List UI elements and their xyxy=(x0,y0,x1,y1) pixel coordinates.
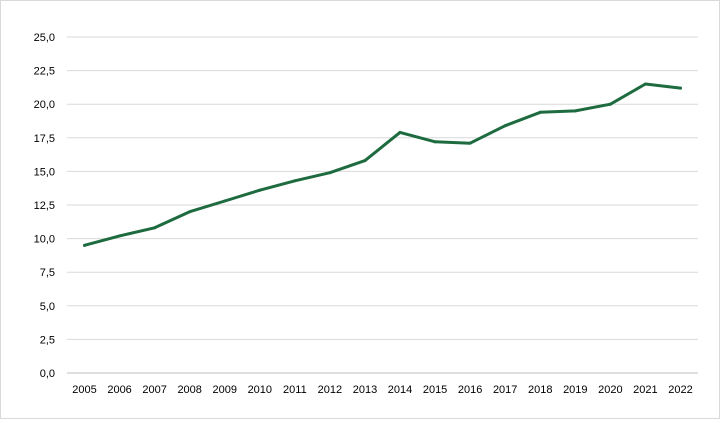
data-point xyxy=(643,82,647,86)
data-point xyxy=(398,130,402,134)
x-tick-label: 2010 xyxy=(248,384,272,396)
x-tick-label: 2009 xyxy=(213,384,237,396)
x-tick-label: 2018 xyxy=(528,384,552,396)
y-tick-label: 0,0 xyxy=(40,368,55,380)
data-point xyxy=(328,171,332,175)
y-tick-label: 15,0 xyxy=(34,166,55,178)
gridlines xyxy=(67,36,698,374)
x-axis-tick-labels: 2005 2006 2007 2008 2009 2010 2011 2012 2013 2014… xyxy=(72,384,692,396)
x-tick-label: 2019 xyxy=(563,384,587,396)
x-tick-label: 2013 xyxy=(353,384,377,396)
x-tick-label: 2006 xyxy=(107,384,131,396)
data-point xyxy=(293,179,297,183)
x-tick-label: 2007 xyxy=(142,384,166,396)
x-tick-label: 2022 xyxy=(668,384,692,396)
series-line xyxy=(83,82,682,247)
x-tick-label: 2017 xyxy=(493,384,517,396)
data-point xyxy=(118,234,122,238)
data-point xyxy=(153,226,157,230)
y-tick-label: 25,0 xyxy=(34,32,55,44)
x-tick-label: 2016 xyxy=(458,384,482,396)
data-point xyxy=(223,199,227,203)
x-tick-label: 2020 xyxy=(598,384,622,396)
x-tick-label: 2011 xyxy=(283,384,307,396)
y-tick-label: 20,0 xyxy=(34,99,55,111)
series-group xyxy=(83,82,682,247)
data-point xyxy=(468,141,472,145)
data-point xyxy=(538,110,542,114)
x-tick-label: 2005 xyxy=(72,384,96,396)
y-tick-label: 7,5 xyxy=(40,267,55,279)
y-axis-tick-labels: 0,0 2,5 5,0 7,5 10,0 12,5 15,0 17,5 20,0 22,5 25,0 xyxy=(34,32,55,380)
x-tick-label: 2012 xyxy=(318,384,342,396)
x-tick-label: 2021 xyxy=(633,384,657,396)
data-point xyxy=(608,102,612,106)
data-point xyxy=(573,109,577,113)
data-point xyxy=(83,243,87,247)
x-tick-label: 2008 xyxy=(177,384,201,396)
y-tick-label: 5,0 xyxy=(40,301,55,313)
y-tick-label: 22,5 xyxy=(34,66,55,78)
data-point xyxy=(188,210,192,214)
data-point xyxy=(258,188,262,192)
data-point xyxy=(433,140,437,144)
y-tick-label: 12,5 xyxy=(34,200,55,212)
x-tick-label: 2014 xyxy=(388,384,412,396)
y-tick-label: 17,5 xyxy=(34,133,55,145)
y-tick-label: 10,0 xyxy=(34,234,55,246)
y-tick-label: 2,5 xyxy=(40,334,55,346)
data-point xyxy=(363,159,367,163)
data-point xyxy=(503,124,507,128)
x-tick-label: 2015 xyxy=(423,384,447,396)
data-point xyxy=(678,86,682,90)
